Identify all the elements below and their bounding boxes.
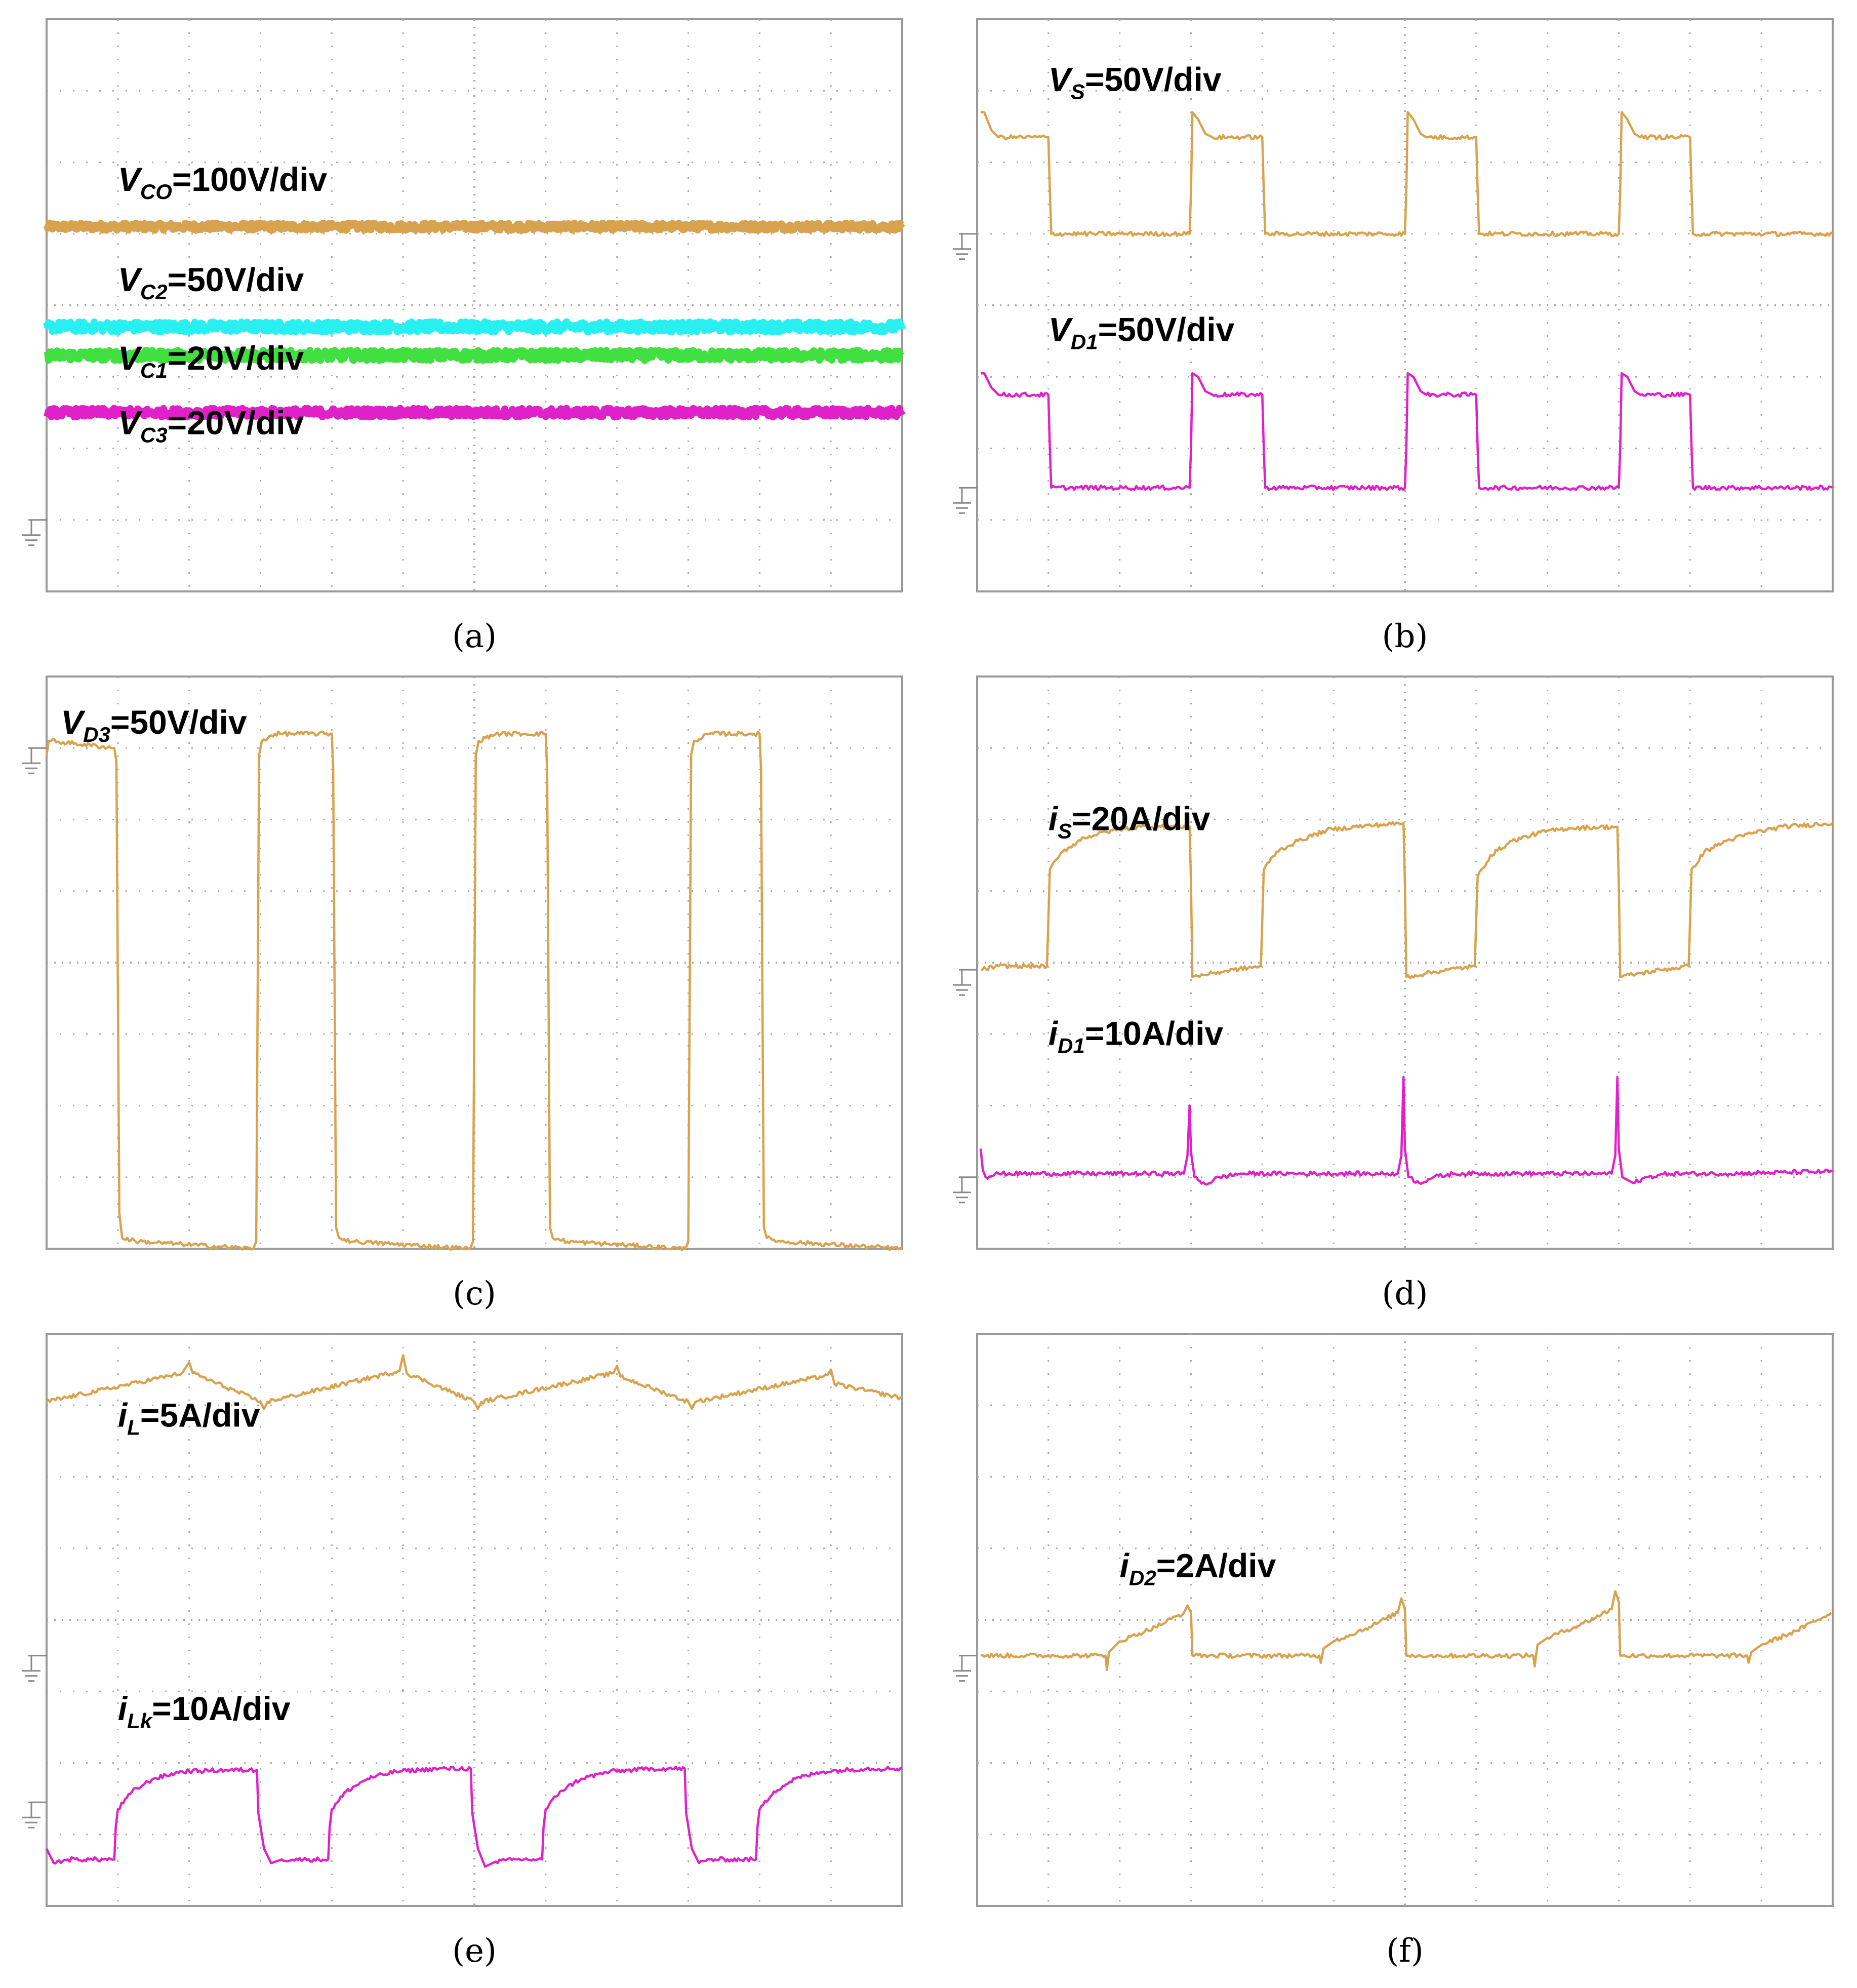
trace-VCO bbox=[43, 219, 905, 234]
ground-marker-icon bbox=[22, 1801, 47, 1828]
panel-f: iD2=2A/div (f) bbox=[953, 1333, 1834, 1970]
trace-label-rest: =20V/div bbox=[168, 339, 304, 377]
trace-label-rest: =10A/div bbox=[152, 1690, 291, 1727]
trace-label-rest: =5A/div bbox=[140, 1397, 260, 1434]
panel-caption: (d) bbox=[1382, 1275, 1428, 1313]
trace-label-rest: =50V/div bbox=[1098, 311, 1235, 348]
trace-label-VC2: VC2=50V/div bbox=[118, 261, 304, 304]
trace-iD2 bbox=[980, 1590, 1832, 1672]
trace-label-rest: =50V/div bbox=[110, 703, 247, 741]
trace-label-main: i bbox=[1120, 1546, 1130, 1584]
trace-label-main: V bbox=[118, 339, 143, 377]
trace-label-sub: C2 bbox=[140, 280, 168, 304]
trace-label-rest: =10A/div bbox=[1085, 1014, 1224, 1052]
panel-caption: (b) bbox=[1382, 618, 1428, 655]
trace-label-rest: =50V/div bbox=[168, 261, 304, 298]
ground-marker-icon bbox=[953, 1176, 977, 1204]
trace-label-sub: D3 bbox=[83, 723, 110, 746]
trace-label-sub: C3 bbox=[140, 423, 168, 447]
trace-label-main: V bbox=[118, 261, 143, 298]
trace-label-main: i bbox=[1048, 800, 1059, 838]
ground-marker-icon bbox=[953, 1655, 977, 1682]
ground-marker-icon bbox=[953, 487, 977, 514]
trace-iS bbox=[980, 821, 1834, 979]
trace-label-main: V bbox=[1048, 60, 1073, 98]
trace-VC3 bbox=[43, 405, 906, 421]
trace-label-rest: =20A/div bbox=[1072, 800, 1210, 838]
panel-frame bbox=[976, 18, 1834, 592]
trace-iL bbox=[46, 1354, 903, 1410]
ground-marker-icon bbox=[22, 747, 47, 774]
trace-label-rest: =50V/div bbox=[1085, 60, 1222, 98]
trace-label-main: i bbox=[118, 1397, 128, 1434]
trace-label-iLk: iLk=10A/div bbox=[118, 1690, 291, 1733]
trace-label-sub: D1 bbox=[1071, 330, 1098, 354]
trace-label-iD2: iD2=2A/div bbox=[1120, 1546, 1276, 1589]
trace-VS bbox=[981, 111, 1834, 237]
trace-VC2 bbox=[43, 318, 906, 336]
ground-marker-icon bbox=[22, 1655, 47, 1682]
trace-VD1 bbox=[981, 372, 1834, 491]
trace-label-VD3: VD3=50V/div bbox=[61, 703, 247, 746]
panel-a: VCO=100V/divVC2=50V/divVC1=20V/divVC3=20… bbox=[22, 18, 906, 655]
panels-group: VCO=100V/divVC2=50V/divVC1=20V/divVC3=20… bbox=[22, 18, 1834, 1970]
trace-label-main: i bbox=[1048, 1014, 1059, 1052]
trace-label-sub: D2 bbox=[1129, 1566, 1156, 1589]
trace-label-iL: iL=5A/div bbox=[118, 1397, 260, 1440]
panel-caption: (a) bbox=[452, 618, 497, 655]
trace-label-VS: VS=50V/div bbox=[1048, 60, 1222, 103]
trace-label-main: V bbox=[118, 161, 143, 198]
trace-VD3 bbox=[45, 730, 903, 1252]
trace-label-iD1: iD1=10A/div bbox=[1048, 1014, 1224, 1057]
panel-caption: (e) bbox=[452, 1932, 497, 1970]
trace-label-VC3: VC3=20V/div bbox=[118, 404, 304, 447]
trace-label-sub: S bbox=[1058, 819, 1072, 843]
trace-label-sub: C1 bbox=[140, 359, 168, 382]
trace-label-VCO: VCO=100V/div bbox=[118, 161, 328, 204]
trace-label-rest: =2A/div bbox=[1156, 1546, 1276, 1584]
trace-label-VC1: VC1=20V/div bbox=[118, 339, 304, 382]
trace-label-sub: D1 bbox=[1058, 1033, 1085, 1057]
trace-label-main: V bbox=[118, 404, 143, 441]
panel-caption: (f) bbox=[1386, 1932, 1424, 1970]
ground-marker-icon bbox=[953, 969, 977, 996]
trace-label-VD1: VD1=50V/div bbox=[1048, 311, 1235, 354]
trace-label-sub: CO bbox=[140, 180, 172, 204]
trace-label-sub: S bbox=[1071, 79, 1085, 103]
trace-label-main: V bbox=[1048, 311, 1073, 348]
trace-VC1 bbox=[44, 347, 905, 364]
trace-label-rest: =100V/div bbox=[172, 161, 328, 198]
trace-label-main: V bbox=[61, 703, 86, 741]
panel-frame bbox=[46, 18, 903, 592]
trace-label-sub: Lk bbox=[127, 1709, 153, 1733]
ground-marker-icon bbox=[22, 519, 47, 546]
ground-marker-icon bbox=[953, 233, 977, 260]
trace-label-iS: iS=20A/div bbox=[1048, 800, 1210, 843]
trace-label-main: i bbox=[118, 1690, 128, 1727]
panel-caption: (c) bbox=[453, 1275, 496, 1313]
trace-label-sub: L bbox=[127, 1416, 140, 1440]
trace-iLk bbox=[45, 1765, 903, 1868]
trace-label-rest: =20V/div bbox=[168, 404, 304, 441]
panel-c: VD3=50V/div (c) bbox=[22, 675, 903, 1313]
trace-iD1 bbox=[979, 1076, 1833, 1186]
